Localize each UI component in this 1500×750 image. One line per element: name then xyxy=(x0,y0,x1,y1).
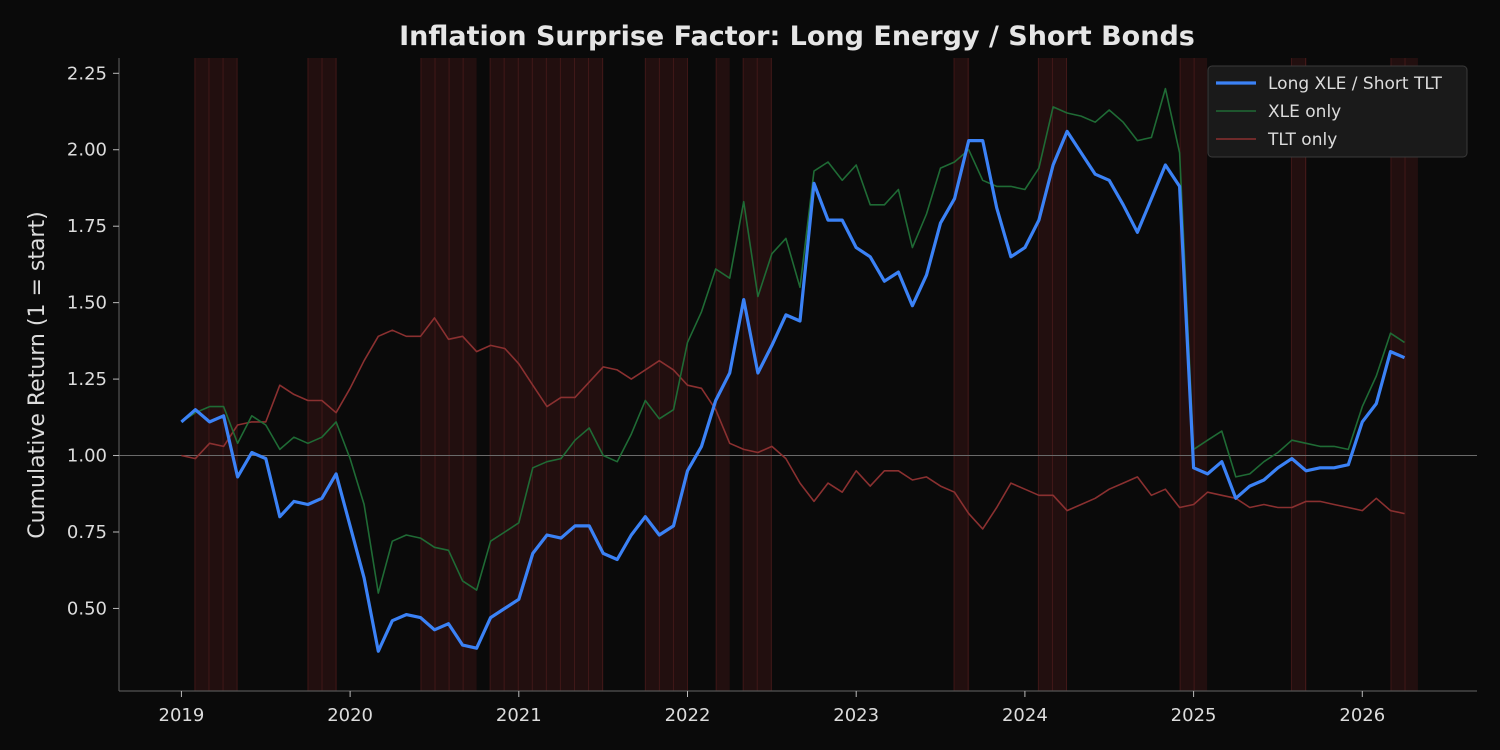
x-tick-label: 2021 xyxy=(496,705,542,726)
shaded-period-9 xyxy=(1180,58,1208,691)
x-tick-label: 2025 xyxy=(1171,705,1217,726)
chart-title: Inflation Surprise Factor: Long Energy /… xyxy=(399,21,1195,52)
y-tick-label: 1.00 xyxy=(67,446,107,467)
x-tick-label: 2019 xyxy=(159,705,205,726)
x-tick-label: 2020 xyxy=(327,705,373,726)
y-tick-label: 0.75 xyxy=(67,522,107,543)
x-tick-label: 2023 xyxy=(833,705,879,726)
shaded-periods xyxy=(194,58,1418,691)
shaded-period-0 xyxy=(194,58,238,691)
shaded-period-10 xyxy=(1291,58,1307,691)
legend-label-2: TLT only xyxy=(1267,130,1337,150)
legend-label-1: XLE only xyxy=(1268,102,1341,122)
legend-box xyxy=(1207,65,1468,158)
legend-label-0: Long XLE / Short TLT xyxy=(1268,74,1442,94)
y-tick-label: 1.50 xyxy=(67,293,107,314)
y-tick-label: 0.50 xyxy=(67,598,107,619)
y-tick-label: 2.00 xyxy=(67,140,107,161)
series-line-1 xyxy=(180,87,1405,594)
x-tick-label: 2024 xyxy=(1002,705,1048,726)
series-lines xyxy=(180,87,1406,653)
shaded-period-7 xyxy=(954,58,970,691)
shaded-period-11 xyxy=(1390,58,1418,691)
x-tick-label: 2026 xyxy=(1339,705,1385,726)
x-tick-label: 2022 xyxy=(665,705,711,726)
shaded-period-5 xyxy=(716,58,730,691)
y-axis-label: Cumulative Return (1 = start) xyxy=(25,211,50,538)
axes: 0.50 0.75 1.00 1.25 1.50 1.75 2.00 2.25 2019 2020… xyxy=(67,58,1477,726)
y-tick-label: 1.75 xyxy=(67,216,107,237)
legend: Long XLE / Short TLT XLE only TLT only xyxy=(1207,65,1468,158)
y-tick-label: 1.25 xyxy=(67,369,107,390)
series-line-0 xyxy=(180,129,1406,653)
series-line-2 xyxy=(181,317,1405,530)
y-tick-label: 2.25 xyxy=(67,63,107,84)
